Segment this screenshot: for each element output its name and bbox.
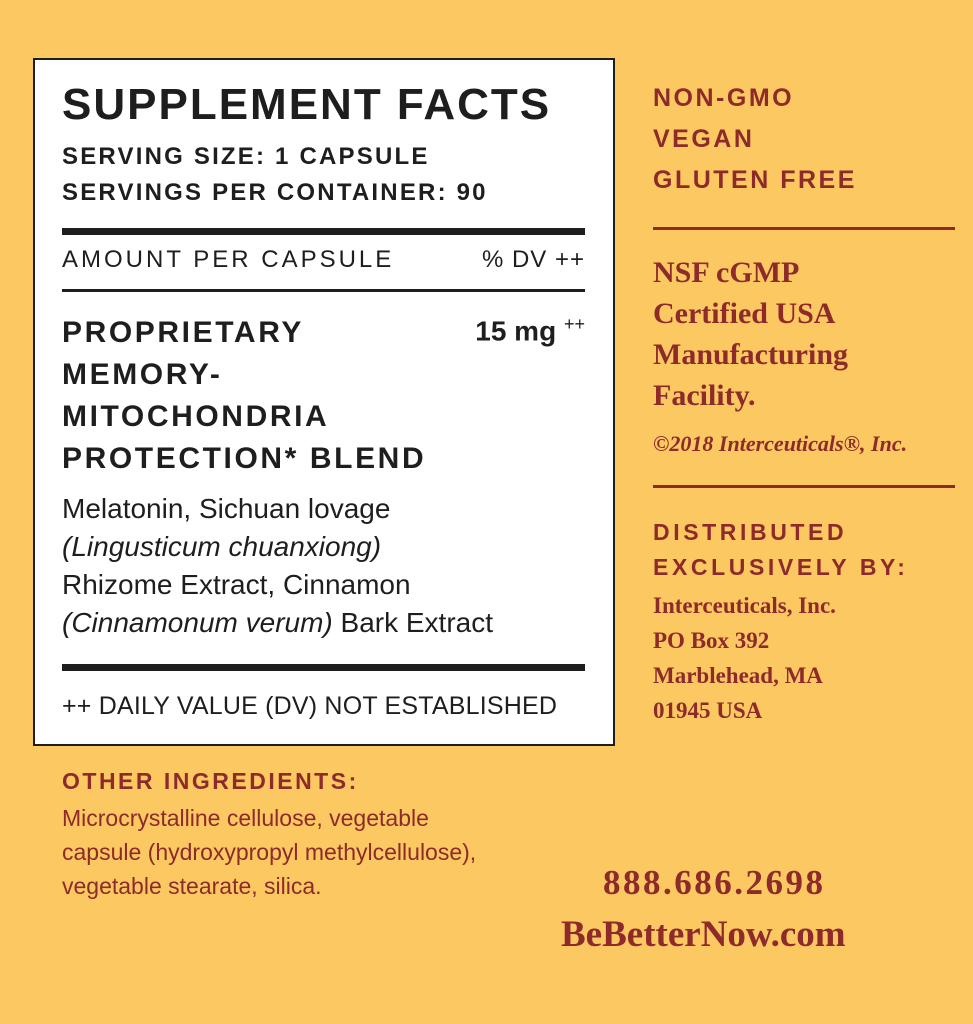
dv-footnote: ++ DAILY VALUE (DV) NOT ESTABLISHED: [62, 692, 558, 720]
certification-line: NSF cGMP: [653, 256, 800, 289]
blend-name: PROPRIETARY MEMORY-MITOCHONDRIA PROTECTI…: [62, 316, 427, 475]
latin-name: (Cinnamonum verum): [62, 607, 333, 638]
certification-line: Facility.: [653, 379, 756, 412]
distributor-label-line: DISTRIBUTED: [653, 519, 848, 545]
other-ingredients-line: capsule (hydroxypropyl methylcellulose),: [62, 839, 477, 865]
divider: [653, 227, 955, 230]
claim-gluten-free: GLUTEN FREE: [653, 166, 857, 194]
facts-title: SUPPLEMENT FACTS: [62, 80, 552, 129]
divider: [653, 485, 955, 488]
address-line: Marblehead, MA: [653, 663, 823, 688]
ingredient-line: (Cinnamonum verum) Bark Extract: [62, 604, 493, 642]
ingredient-list: Melatonin, Sichuan lovage (Lingusticum c…: [62, 490, 493, 642]
other-ingredients-line: Microcrystalline cellulose, vegetable: [62, 805, 429, 831]
amount-header: AMOUNT PER CAPSULE: [62, 246, 395, 273]
serving-size: SERVING SIZE: 1 CAPSULE: [62, 143, 430, 170]
claim-non-gmo: NON-GMO: [653, 84, 795, 112]
distributor-label: DISTRIBUTED EXCLUSIVELY BY:: [653, 515, 909, 585]
thick-divider: [62, 228, 585, 235]
certification-line: Manufacturing: [653, 338, 848, 371]
blend-dv: ++: [563, 314, 585, 334]
blend-amount: 15 mg ++: [475, 314, 585, 347]
claim-vegan: VEGAN: [653, 125, 755, 153]
servings-per-container: SERVINGS PER CONTAINER: 90: [62, 179, 488, 206]
copyright: ©2018 Interceuticals®, Inc.: [653, 431, 908, 456]
ingredient-line: (Lingusticum chuanxiong): [62, 528, 493, 566]
supplement-facts-panel: [33, 58, 615, 746]
claims: NON-GMO VEGAN GLUTEN FREE: [653, 78, 857, 201]
website[interactable]: BeBetterNow.com: [561, 914, 846, 955]
thick-divider: [62, 664, 585, 671]
address-line: 01945 USA: [653, 698, 763, 723]
address-line: PO Box 392: [653, 628, 770, 653]
ingredient-text: Bark Extract: [332, 607, 494, 638]
thin-divider: [62, 289, 585, 292]
distributor-address: Interceuticals, Inc. PO Box 392 Marblehe…: [653, 588, 836, 728]
address-line: Interceuticals, Inc.: [653, 593, 836, 618]
ingredient-line: Rhizome Extract, Cinnamon: [62, 569, 411, 600]
other-ingredients-label: OTHER INGREDIENTS:: [62, 768, 359, 794]
certification: NSF cGMP Certified USA Manufacturing Fac…: [653, 252, 848, 416]
ingredient-line: Melatonin, Sichuan lovage: [62, 493, 391, 524]
dv-header: % DV ++: [481, 246, 585, 273]
phone-number: 888.686.2698: [603, 863, 826, 902]
other-ingredients-text: Microcrystalline cellulose, vegetable ca…: [62, 801, 476, 903]
distributor-label-line: EXCLUSIVELY BY:: [653, 554, 909, 580]
certification-line: Certified USA: [653, 297, 836, 330]
blend-amount-value: 15 mg: [475, 315, 557, 347]
latin-name: (Lingusticum chuanxiong): [62, 531, 382, 562]
other-ingredients-line: vegetable stearate, silica.: [62, 873, 322, 899]
